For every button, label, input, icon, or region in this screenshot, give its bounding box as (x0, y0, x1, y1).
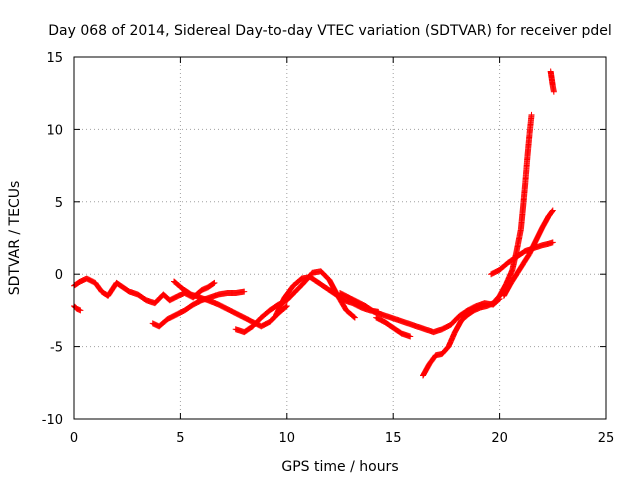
y-tick-label: 15 (46, 51, 63, 66)
grid (74, 57, 606, 419)
y-axis-title: SDTVAR / TECUs (7, 181, 23, 296)
y-tick-label: 0 (55, 268, 63, 283)
series-arc-12 (547, 68, 557, 95)
series-markers (547, 68, 557, 95)
series-markers (419, 111, 535, 379)
series-arc-5 (232, 268, 358, 336)
y-tick-label: -5 (50, 341, 63, 356)
series-markers (171, 278, 290, 330)
series-arc-10 (488, 239, 556, 278)
series-arc-9 (419, 111, 535, 379)
chart-title: Day 068 of 2014, Sidereal Day-to-day VTE… (48, 23, 612, 39)
series-arc-11 (500, 207, 556, 299)
x-tick-label: 10 (279, 431, 296, 446)
series-arc-4 (171, 278, 290, 330)
x-tick-label: 15 (385, 431, 402, 446)
x-tick-label: 25 (598, 431, 615, 446)
y-tick-label: 5 (55, 196, 63, 211)
series-markers (500, 207, 556, 299)
axis-ticks: 0 5 10 15 20 25 -10 -5 0 5 10 15 (42, 51, 615, 446)
series-markers (71, 303, 84, 314)
data-points (71, 68, 557, 379)
series-markers (337, 290, 503, 336)
series-arc-1 (71, 303, 84, 314)
y-tick-label: 10 (46, 123, 63, 138)
series-markers (488, 239, 556, 278)
series-markers (232, 268, 358, 336)
series-arc-7 (337, 290, 503, 336)
x-tick-label: 20 (491, 431, 508, 446)
series-markers (373, 314, 414, 340)
y-tick-label: -10 (42, 413, 63, 428)
x-axis-title: GPS time / hours (281, 459, 398, 475)
series-arc-8 (373, 314, 414, 340)
x-tick-label: 5 (176, 431, 184, 446)
x-tick-label: 0 (70, 431, 78, 446)
plot-frame (73, 56, 607, 420)
